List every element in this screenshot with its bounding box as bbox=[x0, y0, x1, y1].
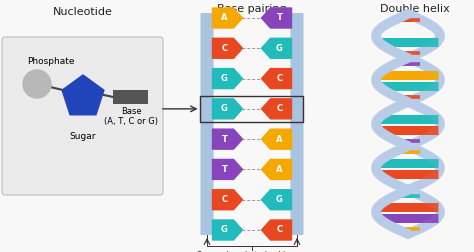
Polygon shape bbox=[262, 129, 292, 149]
Polygon shape bbox=[262, 190, 292, 210]
Text: A: A bbox=[221, 14, 228, 22]
Text: G: G bbox=[221, 74, 228, 83]
Polygon shape bbox=[212, 190, 243, 210]
Text: C: C bbox=[276, 226, 283, 235]
Polygon shape bbox=[212, 8, 243, 28]
Polygon shape bbox=[212, 220, 243, 240]
Text: Base
(A, T, C or G): Base (A, T, C or G) bbox=[104, 107, 158, 127]
Polygon shape bbox=[262, 69, 292, 88]
Text: T: T bbox=[221, 165, 228, 174]
Text: Sugar-phosphate backbones: Sugar-phosphate backbones bbox=[198, 251, 307, 252]
FancyBboxPatch shape bbox=[113, 90, 148, 104]
Text: C: C bbox=[221, 195, 228, 204]
Text: Double helix: Double helix bbox=[380, 4, 450, 14]
FancyBboxPatch shape bbox=[291, 13, 303, 235]
Circle shape bbox=[23, 70, 51, 98]
Text: Phosphate: Phosphate bbox=[27, 57, 74, 66]
Polygon shape bbox=[262, 8, 292, 28]
Polygon shape bbox=[262, 160, 292, 179]
Text: T: T bbox=[276, 14, 283, 22]
Text: G: G bbox=[276, 195, 283, 204]
Polygon shape bbox=[212, 99, 243, 119]
Text: G: G bbox=[221, 104, 228, 113]
Polygon shape bbox=[62, 75, 104, 115]
FancyBboxPatch shape bbox=[201, 13, 213, 235]
Text: C: C bbox=[276, 74, 283, 83]
Text: C: C bbox=[276, 104, 283, 113]
Text: G: G bbox=[221, 226, 228, 235]
Text: Nucleotide: Nucleotide bbox=[53, 7, 113, 17]
Polygon shape bbox=[212, 160, 243, 179]
Text: Base pairing: Base pairing bbox=[217, 4, 287, 14]
Polygon shape bbox=[262, 99, 292, 119]
Polygon shape bbox=[262, 38, 292, 58]
Polygon shape bbox=[212, 38, 243, 58]
Text: C: C bbox=[221, 44, 228, 53]
Polygon shape bbox=[212, 69, 243, 88]
Text: A: A bbox=[276, 135, 283, 144]
Text: Sugar: Sugar bbox=[70, 132, 96, 141]
FancyBboxPatch shape bbox=[2, 37, 163, 195]
Text: G: G bbox=[276, 44, 283, 53]
Polygon shape bbox=[212, 129, 243, 149]
Text: T: T bbox=[221, 135, 228, 144]
Text: A: A bbox=[276, 165, 283, 174]
Polygon shape bbox=[262, 220, 292, 240]
